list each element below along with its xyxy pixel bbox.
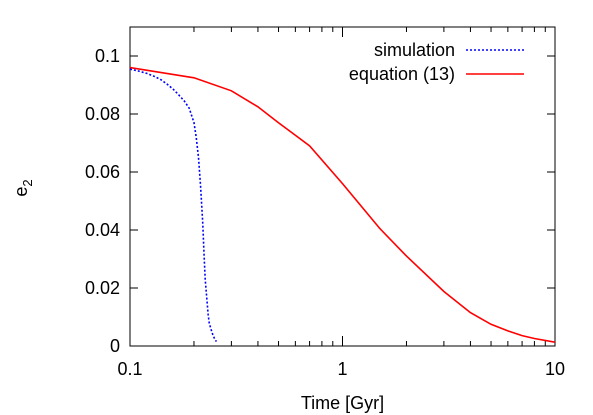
y-tick-label: 0 — [110, 336, 120, 356]
x-axis-label: Time [Gyr] — [301, 393, 384, 413]
series-layer — [129, 66, 556, 343]
x-axis-ticks: 0.1 1 10 — [117, 27, 565, 379]
x-tick-label: 1 — [337, 359, 347, 379]
svg-text:e2: e2 — [11, 179, 35, 196]
y-axis-label-subscript: 2 — [20, 179, 35, 186]
y-axis-ticks: 0 0.02 0.04 0.06 0.08 0.1 — [85, 46, 555, 356]
series-line-1 — [129, 66, 556, 343]
legend-label: equation (13) — [349, 64, 455, 84]
y-tick-label: 0.1 — [95, 46, 120, 66]
y-tick-label: 0.08 — [85, 104, 120, 124]
y-tick-label: 0.02 — [85, 278, 120, 298]
x-tick-label: 0.1 — [117, 359, 142, 379]
plot-frame — [129, 26, 556, 347]
y-tick-label: 0.06 — [85, 162, 120, 182]
y-tick-label: 0.04 — [85, 220, 120, 240]
legend: simulation equation (13) — [349, 40, 524, 84]
x-tick-label: 10 — [545, 359, 565, 379]
legend-label: simulation — [374, 40, 455, 60]
y-axis-label-base: e — [11, 187, 31, 197]
y-axis-label: e2 — [11, 179, 35, 196]
series-line-0 — [129, 68, 218, 343]
